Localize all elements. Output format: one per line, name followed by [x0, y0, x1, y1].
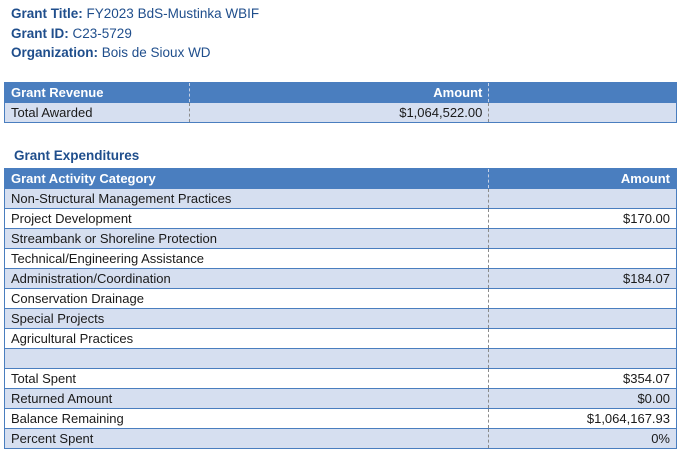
category-label: [4, 348, 490, 369]
category-label: Special Projects: [4, 308, 490, 329]
totals-row: Returned Amount $0.00: [4, 388, 677, 409]
category-label: Technical/Engineering Assistance: [4, 248, 490, 269]
category-amount: [488, 188, 677, 209]
category-label: Administration/Coordination: [4, 268, 490, 289]
category-label: Project Development: [4, 208, 490, 229]
organization-value: Bois de Sioux WD: [101, 45, 211, 60]
table-row: Agricultural Practices: [4, 328, 677, 349]
grant-title-value: FY2023 BdS-Mustinka WBIF: [86, 6, 260, 21]
totals-row: Balance Remaining $1,064,167.93: [4, 408, 677, 429]
grant-id-line: Grant ID: C23-5729: [11, 26, 132, 41]
organization-line: Organization: Bois de Sioux WD: [11, 45, 211, 60]
revenue-category-header: Grant Revenue: [4, 82, 190, 103]
empty-row: [4, 348, 677, 369]
table-row: Project Development $170.00: [4, 208, 677, 229]
percent-spent-value: 0%: [488, 428, 677, 449]
table-row: Technical/Engineering Assistance: [4, 248, 677, 269]
total-awarded-amount: $1,064,522.00: [189, 102, 490, 123]
table-row: Streambank or Shoreline Protection: [4, 228, 677, 249]
organization-label: Organization:: [11, 45, 98, 60]
table-row: Non-Structural Management Practices: [4, 188, 677, 209]
category-label: Agricultural Practices: [4, 328, 490, 349]
revenue-row: Total Awarded $1,064,522.00: [4, 102, 677, 123]
totals-row: Percent Spent 0%: [4, 428, 677, 449]
grant-id-label: Grant ID:: [11, 26, 69, 41]
activity-category-header: Grant Activity Category: [4, 168, 490, 189]
percent-spent-label: Percent Spent: [4, 428, 490, 449]
total-spent-label: Total Spent: [4, 368, 490, 389]
revenue-header-row: Grant Revenue Amount: [4, 82, 677, 103]
total-spent-amount: $354.07: [488, 368, 677, 389]
category-amount: [488, 308, 677, 329]
category-amount: [488, 348, 677, 369]
grant-expenditures-table: Grant Activity Category Amount Non-Struc…: [4, 168, 677, 449]
grant-expenditures-title: Grant Expenditures: [14, 148, 140, 163]
category-label: Conservation Drainage: [4, 288, 490, 309]
category-label: Streambank or Shoreline Protection: [4, 228, 490, 249]
grant-revenue-table: Grant Revenue Amount Total Awarded $1,06…: [4, 82, 677, 123]
revenue-spacer-cell: [488, 102, 677, 123]
table-row: Administration/Coordination $184.07: [4, 268, 677, 289]
category-amount: [488, 328, 677, 349]
totals-row: Total Spent $354.07: [4, 368, 677, 389]
expenditures-amount-header: Amount: [488, 168, 677, 189]
grant-title-line: Grant Title: FY2023 BdS-Mustinka WBIF: [11, 6, 259, 21]
expenditures-header-row: Grant Activity Category Amount: [4, 168, 677, 189]
table-row: Special Projects: [4, 308, 677, 329]
returned-amount-label: Returned Amount: [4, 388, 490, 409]
category-label: Non-Structural Management Practices: [4, 188, 490, 209]
category-amount: $170.00: [488, 208, 677, 229]
category-amount: [488, 228, 677, 249]
grant-id-value: C23-5729: [72, 26, 132, 41]
total-awarded-label: Total Awarded: [4, 102, 190, 123]
balance-remaining-amount: $1,064,167.93: [488, 408, 677, 429]
category-amount: [488, 288, 677, 309]
revenue-spacer-header: [488, 82, 677, 103]
table-row: Conservation Drainage: [4, 288, 677, 309]
revenue-amount-header: Amount: [189, 82, 490, 103]
returned-amount-value: $0.00: [488, 388, 677, 409]
balance-remaining-label: Balance Remaining: [4, 408, 490, 429]
grant-title-label: Grant Title:: [11, 6, 83, 21]
category-amount: $184.07: [488, 268, 677, 289]
category-amount: [488, 248, 677, 269]
